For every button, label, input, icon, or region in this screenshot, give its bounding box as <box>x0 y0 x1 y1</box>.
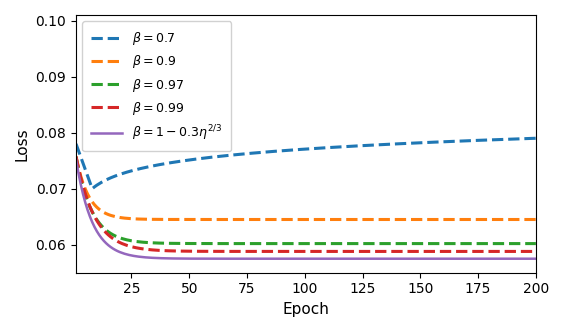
Y-axis label: Loss: Loss <box>15 127 30 161</box>
Line: $\beta = 0.97$: $\beta = 0.97$ <box>76 157 536 244</box>
$\beta = 0.97$ <box>509 242 516 246</box>
$\beta = 0.97$ <box>532 242 539 246</box>
$\beta = 0.97$ <box>91 214 98 218</box>
$\beta = 1 - 0.3\eta^{2/3}$ <box>509 257 516 261</box>
$\beta = 0.7$ <box>160 162 167 166</box>
$\beta = 0.7$ <box>532 136 539 140</box>
$\beta = 1 - 0.3\eta^{2/3}$ <box>532 257 539 261</box>
$\beta = 0.7$ <box>94 183 100 187</box>
$\beta = 0.9$ <box>100 210 107 214</box>
$\beta = 0.9$ <box>532 217 539 221</box>
$\beta = 0.99$ <box>195 249 202 253</box>
$\beta = 0.99$ <box>509 249 516 253</box>
Line: $\beta = 1 - 0.3\eta^{2/3}$: $\beta = 1 - 0.3\eta^{2/3}$ <box>76 159 536 259</box>
$\beta = 0.7$ <box>89 187 95 191</box>
$\beta = 1 - 0.3\eta^{2/3}$ <box>158 256 165 260</box>
$\beta = 0.9$ <box>73 154 80 158</box>
Line: $\beta = 0.99$: $\beta = 0.99$ <box>76 156 536 251</box>
$\beta = 0.9$ <box>195 217 202 221</box>
$\beta = 0.7$ <box>103 178 109 182</box>
$\beta = 0.9$ <box>493 217 500 221</box>
$\beta = 1 - 0.3\eta^{2/3}$ <box>195 257 202 261</box>
$\beta = 0.7$ <box>512 137 518 141</box>
$\beta = 1 - 0.3\eta^{2/3}$ <box>493 257 500 261</box>
$\beta = 0.7$ <box>496 137 503 141</box>
$\beta = 0.99$ <box>73 154 80 158</box>
$\beta = 0.99$ <box>158 249 165 253</box>
$\beta = 0.99$ <box>493 249 500 253</box>
$\beta = 0.9$ <box>519 217 526 221</box>
$\beta = 1 - 0.3\eta^{2/3}$ <box>100 239 107 243</box>
$\beta = 0.97$ <box>73 155 80 159</box>
$\beta = 1 - 0.3\eta^{2/3}$ <box>73 157 80 161</box>
$\beta = 0.97$ <box>493 242 500 246</box>
$\beta = 0.99$ <box>91 214 98 218</box>
$\beta = 0.7$ <box>73 142 80 146</box>
$\beta = 0.99$ <box>532 249 539 253</box>
$\beta = 0.97$ <box>158 241 165 245</box>
Legend: $\beta = 0.7$, $\beta = 0.9$, $\beta = 0.97$, $\beta = 0.99$, $\beta = 1 - 0.3\e: $\beta = 0.7$, $\beta = 0.9$, $\beta = 0… <box>82 21 231 151</box>
X-axis label: Epoch: Epoch <box>283 302 329 317</box>
Line: $\beta = 0.7$: $\beta = 0.7$ <box>76 138 536 189</box>
$\beta = 0.9$ <box>91 203 98 207</box>
Line: $\beta = 0.9$: $\beta = 0.9$ <box>76 156 536 219</box>
$\beta = 0.7$ <box>197 156 204 160</box>
$\beta = 1 - 0.3\eta^{2/3}$ <box>91 225 98 229</box>
$\beta = 0.97$ <box>195 242 202 246</box>
$\beta = 0.97$ <box>100 226 107 230</box>
$\beta = 0.9$ <box>509 217 516 221</box>
$\beta = 0.9$ <box>158 217 165 221</box>
$\beta = 0.99$ <box>100 228 107 232</box>
